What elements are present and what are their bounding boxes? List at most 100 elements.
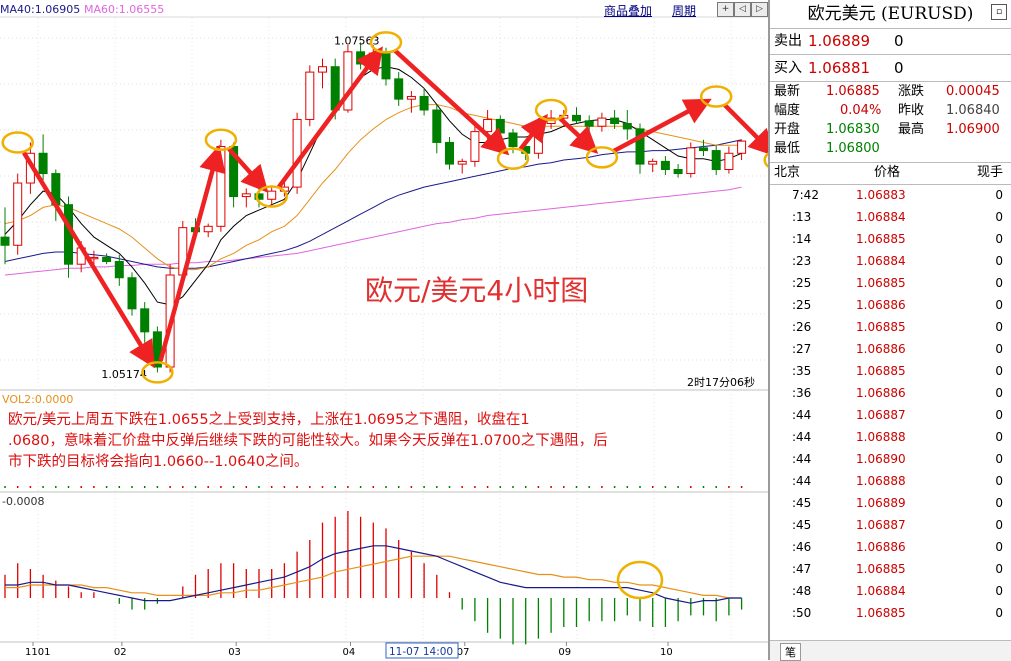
tick-row: 7:42 1.06883 0 [770, 184, 1011, 206]
chart-title: 欧元/美元4小时图 [365, 274, 588, 307]
scroll-left-button[interactable]: ◁ [734, 2, 751, 17]
open-value: 1.06830 [826, 122, 880, 137]
candle-body [292, 118, 302, 188]
tick-row: :45 1.06889 0 [770, 492, 1011, 514]
price-low-label: 1.05174 [101, 368, 146, 381]
tick-time: :46 [792, 540, 812, 554]
tick-time: :44 [792, 408, 812, 422]
swing-arrow [393, 48, 510, 156]
zoom-in-button[interactable]: + [717, 2, 734, 17]
buy-price: 1.06881 [808, 59, 871, 77]
tick-row: :45 1.06887 0 [770, 514, 1011, 536]
swing-point-circle [204, 128, 238, 151]
tick-price: 1.06885 [856, 320, 906, 334]
tick-row: :44 1.06887 0 [770, 404, 1011, 426]
price-high-label: 1.07563 [334, 34, 380, 47]
swing-arrow [158, 144, 226, 362]
candle-body [457, 160, 467, 165]
panel-menu-icon[interactable]: ▫ [991, 4, 1007, 20]
candle-body [305, 71, 315, 120]
overlay-link[interactable]: 商品叠加 [604, 4, 653, 18]
sell-row[interactable]: 卖出 1.06889 0 [770, 28, 1011, 55]
tick-price: 1.06888 [856, 430, 906, 444]
candle-body [470, 131, 480, 162]
tick-time: :44 [792, 474, 812, 488]
candle-body [114, 260, 124, 279]
buy-row[interactable]: 买入 1.06881 0 [770, 55, 1011, 82]
swing-arrow [227, 147, 269, 193]
latest-value: 1.06885 [826, 84, 880, 99]
candle-body [241, 193, 251, 198]
tick-volume: 0 [995, 364, 1003, 378]
candle-body [38, 152, 48, 175]
tick-volume: 0 [995, 474, 1003, 488]
buy-label: 买入 [774, 60, 802, 76]
tick-price: 1.06885 [856, 364, 906, 378]
x-cursor-label: 11-07 14:00 [389, 646, 453, 658]
candle-body [203, 225, 213, 233]
candle-body [394, 78, 404, 100]
tick-time: :47 [792, 562, 812, 576]
tick-price: 1.06889 [856, 496, 906, 510]
tick-time: :48 [792, 584, 812, 598]
bottom-tab[interactable]: 笔 [780, 643, 801, 661]
tick-volume: 0 [995, 232, 1003, 246]
chart-pane[interactable]: MA40:1.06905 MA60:1.06555 1.07563 1.05174 欧元… [0, 0, 768, 660]
swing-point-circle [496, 147, 530, 170]
ma60-label: MA60:1.06555 [84, 3, 164, 16]
tick-volume: 0 [995, 320, 1003, 334]
buy-volume: 0 [894, 59, 904, 77]
swing-point-circle [585, 146, 619, 169]
range-label: 幅度 [774, 103, 801, 118]
scroll-right-button[interactable]: ▷ [751, 2, 768, 17]
tick-price: 1.06886 [856, 342, 906, 356]
vol2-label: VOL2:0.0000 [2, 393, 73, 406]
candle-body [13, 182, 23, 246]
candle-body [699, 147, 708, 152]
tick-row: :36 1.06886 0 [770, 382, 1011, 404]
candle-body [419, 95, 429, 111]
candle-body [508, 132, 518, 148]
x-tick-label: 10 [660, 647, 673, 658]
bottom-tab-bar: 笔 [770, 640, 1011, 661]
tick-time: :36 [792, 386, 812, 400]
tick-time: :45 [792, 518, 812, 532]
tick-row: :35 1.06885 0 [770, 360, 1011, 382]
tick-price: 1.06886 [856, 386, 906, 400]
tick-price: 1.06890 [856, 452, 906, 466]
tick-price: 1.06886 [856, 298, 906, 312]
tick-row: :48 1.06884 0 [770, 580, 1011, 602]
tick-volume: 0 [995, 210, 1003, 224]
tick-price: 1.06887 [856, 408, 906, 422]
tick-volume: 0 [995, 298, 1003, 312]
period-link[interactable]: 周期 [672, 4, 697, 18]
tick-volume: 0 [995, 276, 1003, 290]
countdown-label: 2时17分06秒 [687, 375, 755, 389]
candle-body [89, 256, 99, 260]
ma-mid-line [4, 104, 742, 271]
stats-block: 最新 1.06885 涨跌 0.00045 幅度 0.04% 昨收 1.0684… [770, 82, 1011, 163]
tick-row: :13 1.06884 0 [770, 206, 1011, 228]
x-tick-label: 07 [457, 647, 470, 658]
tick-time: :27 [792, 342, 812, 356]
ticks-list[interactable]: 7:42 1.06883 0:13 1.06884 0:14 1.06885 0:23 1.0… [770, 184, 1011, 634]
candle-body [0, 236, 10, 246]
candle-body [254, 193, 264, 200]
candle-body [635, 128, 645, 165]
tick-volume: 0 [995, 518, 1003, 532]
quote-panel: 欧元美元 (EURUSD) ▫ 卖出 1.06889 0 买入 1.06881 … [768, 0, 1011, 661]
tick-time: :44 [792, 430, 812, 444]
swing-point-circle [763, 152, 768, 168]
tick-volume: 0 [995, 606, 1003, 620]
ticks-header: 北京 价格 现手 [770, 162, 1011, 185]
tick-row: :44 1.06888 0 [770, 470, 1011, 492]
tick-price: 1.06887 [856, 518, 906, 532]
tick-price: 1.06885 [856, 232, 906, 246]
tick-price: 1.06885 [856, 276, 906, 290]
tick-volume: 0 [995, 496, 1003, 510]
tick-price: 1.06888 [856, 474, 906, 488]
price-chart[interactable]: MA40:1.06905 MA60:1.06555 1.07563 1.05174 欧元… [0, 0, 768, 660]
tick-row: :27 1.06886 0 [770, 338, 1011, 360]
candle-body [432, 109, 442, 143]
tick-row: :46 1.06886 0 [770, 536, 1011, 558]
